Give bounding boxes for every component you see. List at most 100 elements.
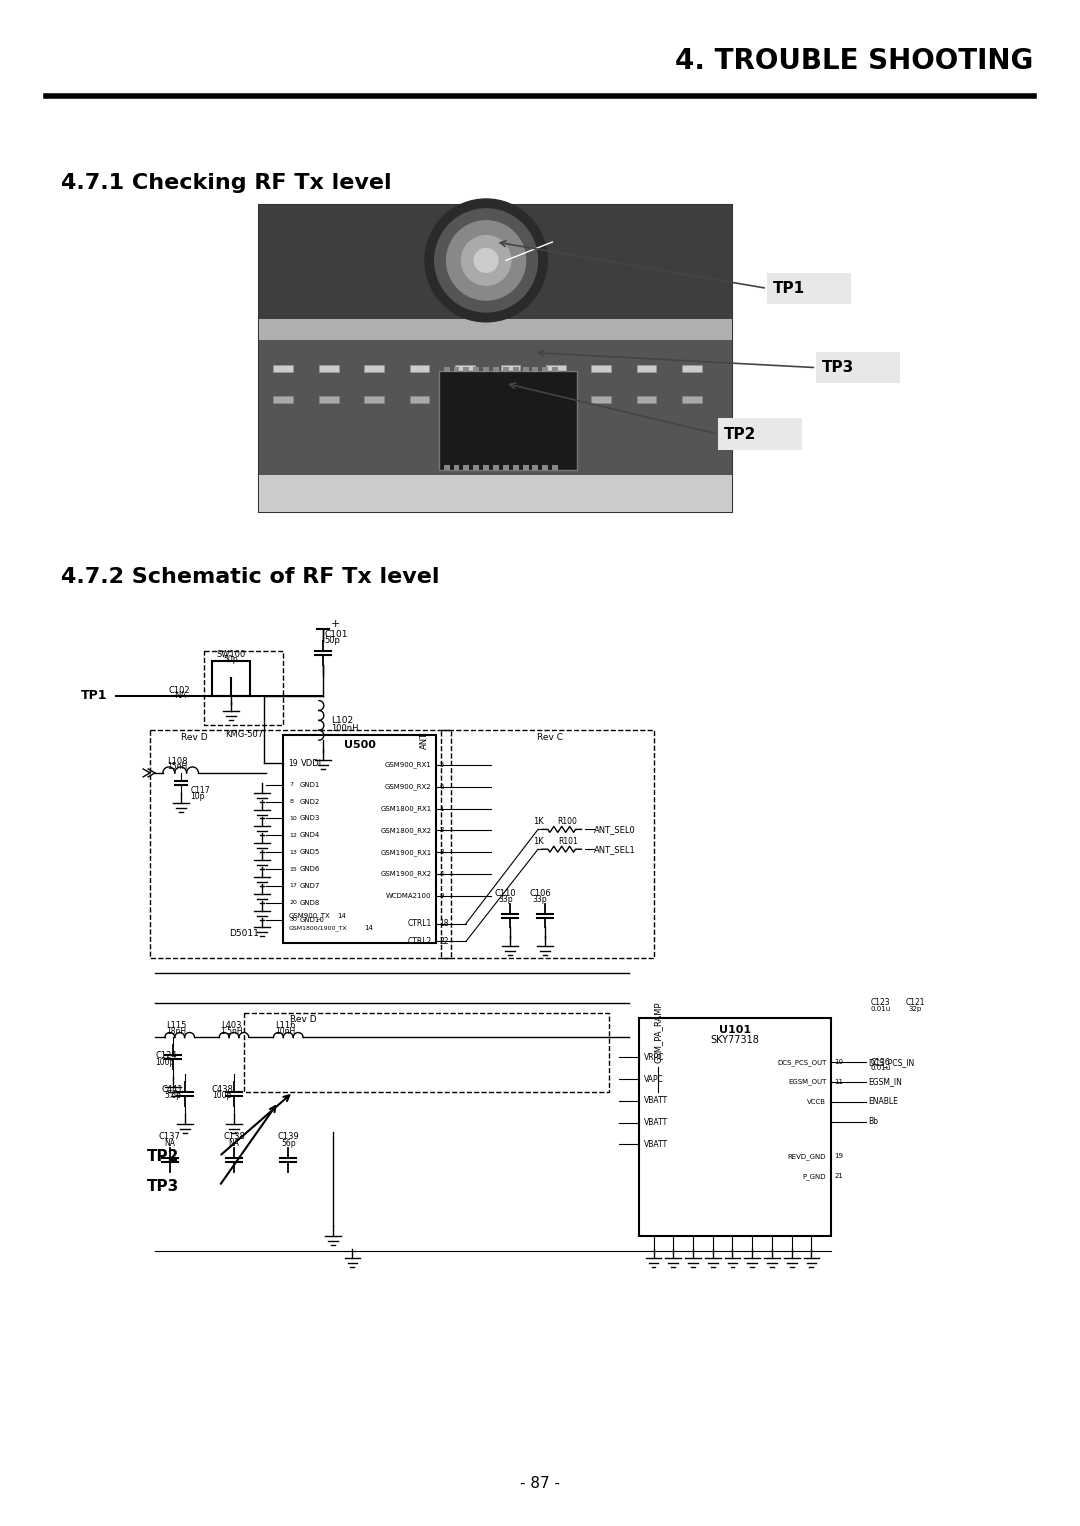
Text: VAPC: VAPC — [644, 1074, 663, 1083]
Bar — [638, 1018, 832, 1236]
Text: VRPC: VRPC — [644, 1053, 664, 1062]
Bar — [463, 465, 470, 470]
Text: R100: R100 — [557, 816, 578, 826]
Text: VDDi: VDDi — [301, 758, 322, 768]
Text: C101: C101 — [325, 630, 349, 639]
Text: L116: L116 — [275, 1021, 296, 1030]
Text: 4.7.2 Schematic of RF Tx level: 4.7.2 Schematic of RF Tx level — [62, 566, 440, 586]
Text: 0.01u: 0.01u — [870, 1065, 891, 1071]
Bar — [542, 465, 549, 470]
Text: TP1: TP1 — [773, 281, 805, 296]
Bar — [473, 465, 480, 470]
Text: SW100: SW100 — [216, 650, 245, 659]
Bar — [500, 395, 521, 403]
Circle shape — [435, 209, 538, 311]
Text: 20: 20 — [289, 900, 297, 905]
Text: 22: 22 — [440, 937, 449, 946]
Text: L115: L115 — [166, 1021, 187, 1030]
Bar — [273, 395, 293, 403]
Bar — [150, 731, 451, 958]
Text: VBATT: VBATT — [644, 1119, 667, 1128]
Text: TP2: TP2 — [724, 427, 756, 441]
Bar — [683, 365, 702, 372]
Bar — [444, 465, 449, 470]
Text: TP3: TP3 — [147, 1178, 179, 1193]
Bar — [552, 368, 558, 372]
Text: CTRL1: CTRL1 — [407, 919, 431, 928]
Circle shape — [424, 198, 548, 322]
Text: C123: C123 — [870, 998, 890, 1007]
Text: VBATT: VBATT — [644, 1096, 667, 1105]
Bar — [592, 365, 611, 372]
Text: C137: C137 — [159, 1132, 180, 1141]
Bar — [683, 395, 702, 403]
Text: 17: 17 — [289, 884, 297, 888]
Text: SKY77318: SKY77318 — [711, 1036, 759, 1045]
Text: 100nH: 100nH — [330, 723, 359, 732]
Bar — [409, 395, 430, 403]
Text: 19: 19 — [834, 1154, 843, 1160]
Bar — [523, 368, 528, 372]
Bar — [503, 465, 509, 470]
Text: 50p: 50p — [325, 636, 340, 645]
Text: C117: C117 — [190, 786, 211, 795]
Text: EGSM_OUT: EGSM_OUT — [788, 1079, 826, 1085]
Bar — [273, 365, 293, 372]
Bar — [442, 731, 653, 958]
Text: C441: C441 — [162, 1085, 184, 1094]
Text: C102: C102 — [168, 687, 190, 696]
Text: Bb: Bb — [868, 1117, 879, 1126]
Text: 3: 3 — [440, 848, 444, 855]
Text: C138: C138 — [224, 1132, 245, 1141]
Bar — [364, 365, 384, 372]
Bar — [816, 353, 901, 383]
Bar — [364, 395, 384, 403]
Text: L108: L108 — [167, 757, 188, 766]
Bar — [444, 368, 449, 372]
Text: Rev D: Rev D — [181, 732, 207, 742]
Text: 15nH: 15nH — [167, 763, 188, 772]
Text: R101: R101 — [557, 836, 578, 845]
Text: 50p: 50p — [224, 656, 239, 664]
Bar — [454, 465, 459, 470]
Text: GND2: GND2 — [299, 798, 320, 804]
Text: C110: C110 — [495, 890, 516, 899]
Text: CTRL2: CTRL2 — [407, 937, 431, 946]
Text: 18nH: 18nH — [166, 1027, 187, 1036]
Bar — [409, 365, 430, 372]
Bar — [545, 365, 566, 372]
Bar — [259, 476, 732, 513]
Bar — [259, 340, 732, 513]
Text: 4.7.1 Checking RF Tx level: 4.7.1 Checking RF Tx level — [62, 174, 392, 194]
Text: REVD_GND: REVD_GND — [787, 1154, 826, 1160]
Text: C139: C139 — [278, 1132, 299, 1141]
Text: 8: 8 — [289, 800, 293, 804]
Text: GND10: GND10 — [299, 917, 324, 923]
Bar — [492, 465, 499, 470]
Bar — [483, 465, 489, 470]
Text: 0.01u: 0.01u — [870, 1006, 891, 1012]
Bar — [244, 1013, 609, 1093]
Text: KMG-507: KMG-507 — [225, 731, 262, 739]
Text: 5.6p: 5.6p — [164, 1091, 181, 1100]
Text: 33p: 33p — [532, 896, 548, 905]
Text: GSM900_RX1: GSM900_RX1 — [384, 761, 431, 769]
Bar — [523, 465, 528, 470]
Text: 14: 14 — [364, 925, 374, 931]
Text: 6: 6 — [440, 784, 444, 790]
Text: GSM900_RX2: GSM900_RX2 — [384, 783, 431, 790]
Text: 56p: 56p — [281, 1138, 296, 1148]
Text: D5011: D5011 — [229, 929, 259, 938]
Text: DCS_PCS_IN: DCS_PCS_IN — [868, 1058, 915, 1067]
Bar — [283, 736, 436, 943]
Text: GSM1800_RX2: GSM1800_RX2 — [380, 827, 431, 833]
Bar — [532, 465, 539, 470]
Text: 9: 9 — [440, 893, 444, 899]
Bar — [552, 465, 558, 470]
Bar — [259, 204, 732, 513]
Bar — [637, 365, 657, 372]
Text: C106: C106 — [529, 890, 551, 899]
Circle shape — [461, 235, 511, 285]
Bar — [455, 365, 475, 372]
Text: Rev C: Rev C — [537, 732, 563, 742]
